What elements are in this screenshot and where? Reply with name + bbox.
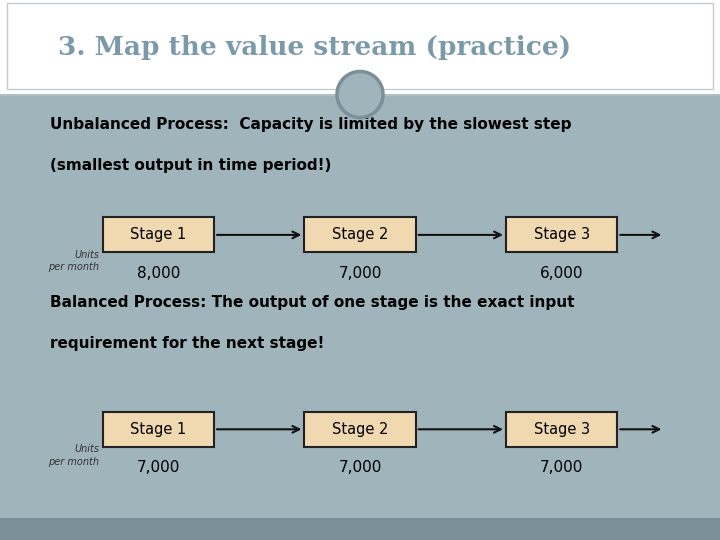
Text: Stage 1: Stage 1 (130, 422, 186, 437)
Text: Stage 3: Stage 3 (534, 422, 590, 437)
Text: 3. Map the value stream (practice): 3. Map the value stream (practice) (58, 35, 571, 60)
Bar (7, 3, 713, 89)
Bar (103, 411, 215, 447)
Text: Stage 2: Stage 2 (332, 227, 388, 242)
Bar (0, 0, 720, 94)
Text: requirement for the next stage!: requirement for the next stage! (50, 336, 325, 351)
Bar (505, 217, 618, 252)
Text: Stage 3: Stage 3 (534, 227, 590, 242)
Text: Units
per month: Units per month (48, 249, 99, 272)
Text: 7,000: 7,000 (137, 460, 180, 475)
Ellipse shape (337, 71, 383, 118)
Text: 6,000: 6,000 (540, 266, 583, 281)
Text: Unbalanced Process:  Capacity is limited by the slowest step: Unbalanced Process: Capacity is limited … (50, 117, 572, 132)
Text: Balanced Process: The output of one stage is the exact input: Balanced Process: The output of one stag… (50, 295, 575, 310)
Text: 7,000: 7,000 (338, 460, 382, 475)
Text: 7,000: 7,000 (338, 266, 382, 281)
Text: Units
per month: Units per month (48, 444, 99, 467)
Bar (505, 411, 618, 447)
Bar (103, 217, 215, 252)
Text: Stage 1: Stage 1 (130, 227, 186, 242)
Text: 8,000: 8,000 (137, 266, 180, 281)
Bar (304, 411, 416, 447)
Bar (304, 217, 416, 252)
Text: Stage 2: Stage 2 (332, 422, 388, 437)
Text: 7,000: 7,000 (540, 460, 583, 475)
Text: (smallest output in time period!): (smallest output in time period!) (50, 158, 332, 173)
Bar (0, 518, 720, 540)
